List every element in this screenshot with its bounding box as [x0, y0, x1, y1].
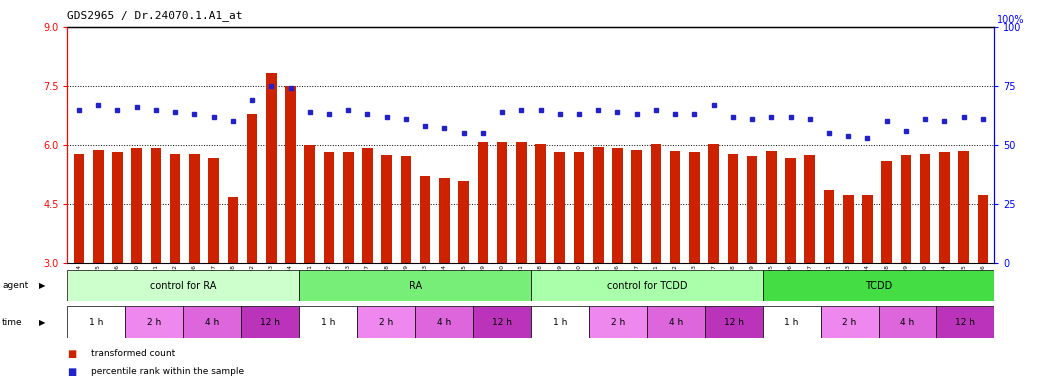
Bar [958, 151, 968, 263]
Bar [554, 152, 565, 263]
Text: 4 h: 4 h [437, 318, 452, 327]
Bar [746, 156, 758, 263]
Bar [824, 190, 835, 263]
Bar [132, 148, 142, 263]
Bar [357, 306, 415, 338]
Bar [936, 306, 994, 338]
Text: 12 h: 12 h [492, 318, 512, 327]
Bar [299, 306, 357, 338]
Bar [473, 306, 530, 338]
Bar [763, 306, 821, 338]
Text: control for RA: control for RA [151, 281, 217, 291]
Text: TCDD: TCDD [865, 281, 893, 291]
Text: 1 h: 1 h [89, 318, 104, 327]
Bar [93, 150, 104, 263]
Text: control for TCDD: control for TCDD [606, 281, 687, 291]
Bar [381, 155, 392, 263]
Bar [530, 270, 763, 301]
Bar [477, 142, 488, 263]
Bar [304, 145, 316, 263]
Bar [67, 270, 299, 301]
Bar [189, 154, 199, 263]
Bar [728, 154, 738, 263]
Text: RA: RA [409, 281, 421, 291]
Bar [708, 144, 719, 263]
Bar [184, 306, 241, 338]
Text: agent: agent [2, 281, 28, 290]
Bar [821, 306, 878, 338]
Bar [763, 270, 994, 301]
Bar [247, 114, 257, 263]
Text: time: time [2, 318, 23, 327]
Bar [362, 148, 373, 263]
Bar [324, 152, 334, 263]
Text: ■: ■ [67, 367, 77, 377]
Bar [209, 157, 219, 263]
Text: transformed count: transformed count [91, 349, 175, 358]
Text: 4 h: 4 h [900, 318, 914, 327]
Bar [670, 151, 681, 263]
Text: 4 h: 4 h [206, 318, 219, 327]
Bar [843, 195, 853, 263]
Bar [170, 154, 181, 263]
Bar [420, 175, 431, 263]
Text: 100%: 100% [998, 15, 1025, 25]
Text: 1 h: 1 h [785, 318, 799, 327]
Bar [497, 142, 508, 263]
Text: ■: ■ [67, 349, 77, 359]
Bar [901, 155, 911, 263]
Bar [516, 142, 526, 263]
Bar [574, 152, 584, 263]
Bar [227, 197, 238, 263]
Bar [126, 306, 184, 338]
Bar [67, 306, 126, 338]
Bar [978, 195, 988, 263]
Bar [766, 151, 776, 263]
Bar [299, 270, 530, 301]
Text: 2 h: 2 h [379, 318, 393, 327]
Bar [612, 148, 623, 263]
Text: ▶: ▶ [39, 318, 46, 327]
Text: percentile rank within the sample: percentile rank within the sample [91, 367, 245, 376]
Text: 12 h: 12 h [955, 318, 976, 327]
Bar [804, 155, 815, 263]
Bar [343, 152, 354, 263]
Bar [536, 144, 546, 263]
Text: 1 h: 1 h [552, 318, 567, 327]
Bar [589, 306, 647, 338]
Text: 12 h: 12 h [261, 318, 280, 327]
Bar [530, 306, 589, 338]
Bar [786, 157, 796, 263]
Bar [689, 152, 700, 263]
Bar [459, 181, 469, 263]
Bar [631, 150, 641, 263]
Bar [920, 154, 930, 263]
Text: 4 h: 4 h [668, 318, 683, 327]
Text: 2 h: 2 h [610, 318, 625, 327]
Bar [415, 306, 473, 338]
Text: 2 h: 2 h [843, 318, 856, 327]
Bar [939, 152, 950, 263]
Bar [241, 306, 299, 338]
Bar [401, 156, 411, 263]
Bar [878, 306, 936, 338]
Bar [151, 148, 161, 263]
Text: 1 h: 1 h [321, 318, 335, 327]
Bar [881, 161, 892, 263]
Bar [593, 147, 603, 263]
Bar [705, 306, 763, 338]
Bar [112, 152, 122, 263]
Text: ▶: ▶ [39, 281, 46, 290]
Text: 2 h: 2 h [147, 318, 162, 327]
Bar [285, 86, 296, 263]
Bar [266, 73, 276, 263]
Text: 12 h: 12 h [723, 318, 743, 327]
Bar [439, 179, 449, 263]
Bar [863, 195, 873, 263]
Bar [647, 306, 705, 338]
Text: GDS2965 / Dr.24070.1.A1_at: GDS2965 / Dr.24070.1.A1_at [67, 10, 243, 20]
Bar [74, 154, 84, 263]
Bar [651, 144, 661, 263]
